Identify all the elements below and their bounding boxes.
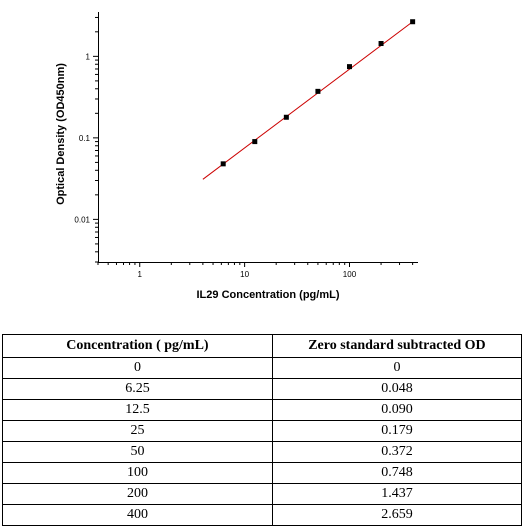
od-cell: 0.179 (271, 420, 523, 442)
table-body: 0 0 6.25 0.048 12.5 0.090 25 0.179 50 0.372 100 0.7… (2, 357, 523, 526)
standard-curve-chart: 1 10 100 0.01 0.1 1 IL29 Concentration (pg/m… (55, 12, 418, 301)
od-cell: 0 (271, 357, 523, 379)
od-cell: 1.437 (271, 483, 523, 505)
y-tick-label: 1 (86, 52, 91, 61)
y-tick-label: 0.1 (79, 134, 91, 143)
data-point (315, 88, 321, 94)
chart-svg: 1 10 100 0.01 0.1 1 IL29 Concentration (pg/m… (55, 12, 418, 301)
od-cell: 2.659 (271, 504, 523, 526)
data-points (220, 19, 416, 167)
header-od: Zero standard subtracted OD (271, 334, 523, 358)
data-point (283, 114, 289, 120)
od-cell: 0.748 (271, 462, 523, 484)
table-row: 100 0.748 (2, 462, 523, 484)
data-point (346, 64, 352, 70)
concentration-cell: 50 (2, 441, 273, 463)
concentration-cell: 6.25 (2, 378, 273, 400)
concentration-od-table: Concentration ( pg/mL) Zero standard sub… (2, 334, 523, 526)
table-header-row: Concentration ( pg/mL) Zero standard sub… (2, 334, 523, 358)
data-point (252, 139, 258, 145)
table-row: 200 1.437 (2, 483, 523, 505)
table-row: 12.5 0.090 (2, 399, 523, 421)
concentration-cell: 25 (2, 420, 273, 442)
concentration-cell: 400 (2, 504, 273, 526)
concentration-cell: 12.5 (2, 399, 273, 421)
table-row: 6.25 0.048 (2, 378, 523, 400)
header-concentration: Concentration ( pg/mL) (2, 334, 273, 358)
x-tick-label: 10 (240, 270, 249, 279)
x-axis-title: IL29 Concentration (pg/mL) (197, 289, 340, 301)
data-point (220, 161, 226, 167)
fit-line (202, 21, 413, 180)
table-row: 400 2.659 (2, 504, 523, 526)
concentration-cell: 0 (2, 357, 273, 379)
y-tick-label: 0.01 (74, 215, 90, 224)
od-cell: 0.090 (271, 399, 523, 421)
concentration-cell: 100 (2, 462, 273, 484)
x-tick-label: 100 (343, 270, 357, 279)
od-cell: 0.372 (271, 441, 523, 463)
od-cell: 0.048 (271, 378, 523, 400)
data-point (378, 41, 384, 47)
y-axis-title: Optical Density (OD450nm) (55, 63, 67, 205)
x-ticks: 1 10 100 (97, 262, 414, 279)
table-row: 25 0.179 (2, 420, 523, 442)
x-tick-label: 1 (138, 270, 143, 279)
y-ticks: 0.01 0.1 1 (74, 16, 98, 263)
table-row: 50 0.372 (2, 441, 523, 463)
data-point (410, 19, 416, 25)
concentration-cell: 200 (2, 483, 273, 505)
